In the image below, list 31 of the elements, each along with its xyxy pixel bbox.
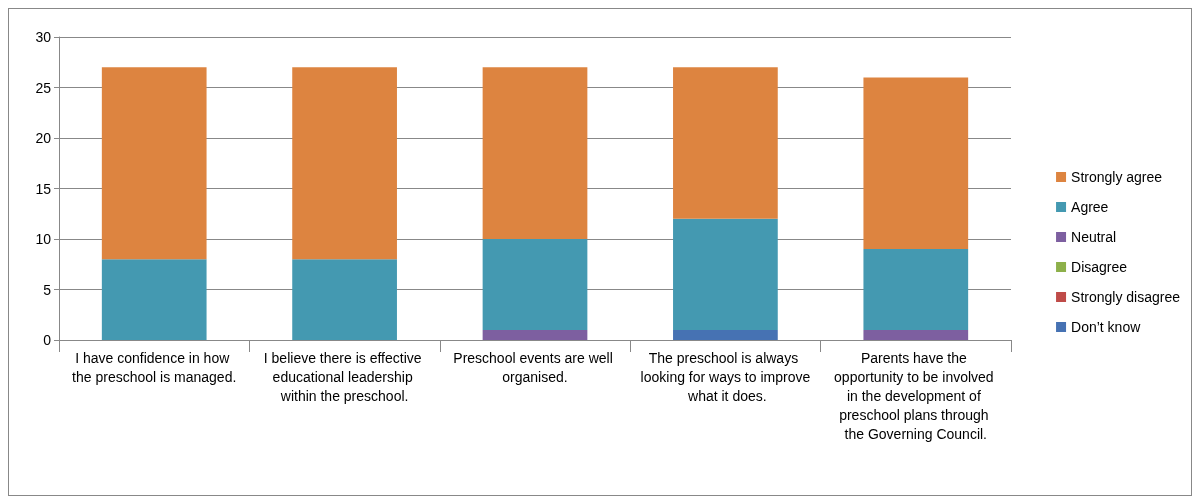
bar (101, 67, 207, 260)
legend-label: Don’t know (1071, 319, 1142, 335)
bar (482, 239, 588, 330)
bar (863, 77, 969, 250)
bar (673, 67, 778, 219)
x-tick-label: I believe there is effective educational leadership within the preschool. (263, 349, 426, 404)
bar (863, 329, 969, 340)
y-tick-label: 25 (35, 79, 52, 96)
x-tick-label: Preschool events are well organised. (453, 349, 617, 385)
y-tick-label: 30 (35, 29, 52, 45)
x-tick-label: The preschool is always looking for ways to improve what it does. (640, 349, 811, 404)
x-tick-label: I have confidence in how the preschool is managed. (72, 349, 237, 385)
legend-label: Disagree (1071, 259, 1128, 275)
legend-label: Neutral (1071, 229, 1117, 245)
legend-label: Strongly disagree (1071, 289, 1181, 305)
bar (863, 249, 969, 330)
y-tick-label: 20 (35, 130, 52, 146)
bar (673, 218, 778, 330)
legend-label: Strongly agree (1071, 169, 1163, 185)
bar (292, 67, 397, 260)
bar (292, 259, 397, 340)
bar (482, 67, 588, 239)
bar (673, 329, 778, 340)
x-tick-label: Parents have the opportunity to be involved in the development of preschool plans through the Governing Council. (834, 349, 998, 442)
y-tick-label: 15 (35, 180, 52, 197)
y-tick-label: 0 (43, 332, 52, 348)
bar (482, 329, 588, 340)
y-tick-label: 5 (43, 281, 52, 298)
bar (101, 259, 207, 340)
legend-label: Agree (1071, 199, 1109, 215)
y-tick-label: 10 (35, 231, 52, 247)
